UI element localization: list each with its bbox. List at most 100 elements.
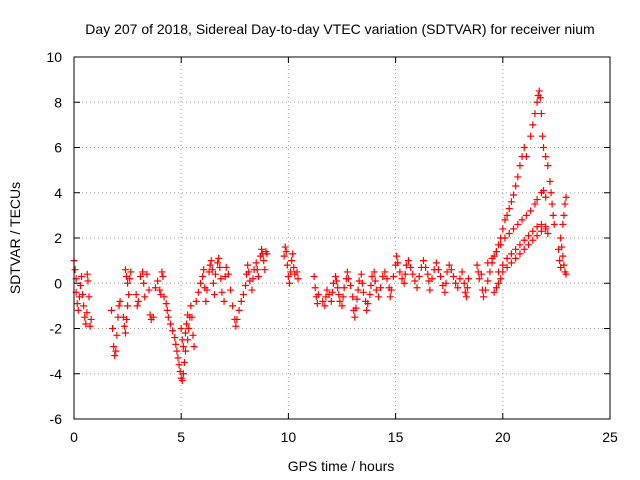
data-point-marker <box>280 252 288 260</box>
data-point-marker <box>175 361 183 369</box>
data-point-marker <box>203 286 211 294</box>
data-point-marker <box>473 261 481 269</box>
data-point-marker <box>81 313 89 321</box>
data-point-marker <box>321 302 329 310</box>
data-point-marker <box>557 263 565 271</box>
data-point-marker <box>533 223 541 231</box>
data-point-marker <box>285 279 293 287</box>
data-point-marker <box>529 121 537 129</box>
data-point-marker <box>445 261 453 269</box>
data-point-marker <box>492 284 500 292</box>
data-point-marker <box>482 286 490 294</box>
data-point-marker <box>202 297 210 305</box>
data-point-marker <box>335 291 343 299</box>
data-point-marker <box>366 291 374 299</box>
data-point-marker <box>252 259 260 267</box>
data-point-marker <box>313 300 321 308</box>
data-point-marker <box>527 132 535 140</box>
data-point-marker <box>123 315 131 323</box>
data-point-marker <box>177 325 185 332</box>
data-point-marker <box>347 282 355 290</box>
data-point-marker <box>327 297 335 305</box>
data-point-marker <box>449 272 457 280</box>
data-point-marker <box>394 259 402 267</box>
data-point-marker <box>73 300 81 308</box>
data-point-marker <box>126 275 134 283</box>
data-point-marker <box>86 322 94 330</box>
data-point-marker <box>207 257 215 265</box>
data-point-marker <box>290 263 298 271</box>
data-point-marker <box>559 220 567 228</box>
data-point-marker <box>484 277 492 285</box>
data-point-marker <box>393 252 401 260</box>
data-point-marker <box>218 288 226 296</box>
data-point-marker <box>507 259 515 267</box>
data-point-marker <box>557 234 565 242</box>
data-point-marker <box>332 272 340 280</box>
data-point-marker <box>224 270 232 278</box>
data-point-marker <box>340 284 348 292</box>
data-point-marker <box>503 211 511 219</box>
data-point-marker <box>124 279 132 287</box>
data-point-marker <box>400 279 408 287</box>
data-point-marker <box>215 254 223 262</box>
data-point-marker <box>283 261 291 269</box>
data-point-marker <box>120 322 128 330</box>
data-point-marker <box>383 275 391 283</box>
data-point-marker <box>212 270 220 278</box>
data-point-marker <box>503 254 511 262</box>
data-point-marker <box>542 193 550 201</box>
data-point-marker <box>486 268 494 276</box>
data-point-marker <box>442 279 450 287</box>
data-point-marker <box>133 302 141 310</box>
data-point-marker <box>398 275 406 283</box>
data-point-marker <box>178 336 186 344</box>
data-point-marker <box>527 207 535 215</box>
data-point-marker <box>222 263 230 271</box>
x-tick-label: 15 <box>388 429 404 445</box>
data-point-marker <box>516 241 524 249</box>
data-point-marker <box>480 293 488 301</box>
data-point-marker <box>492 248 500 256</box>
data-point-marker <box>542 153 550 161</box>
data-point-marker <box>514 220 522 228</box>
data-point-marker <box>140 279 148 287</box>
data-point-marker <box>454 284 462 292</box>
data-point-marker <box>127 268 135 276</box>
data-point-marker <box>115 302 123 310</box>
y-tick-label: 4 <box>54 185 62 201</box>
data-point-marker <box>244 261 252 269</box>
data-point-marker <box>514 173 522 181</box>
data-point-marker <box>194 288 202 296</box>
data-point-marker <box>78 272 86 280</box>
data-point-marker <box>162 300 170 308</box>
data-point-marker <box>80 302 88 310</box>
data-point-marker <box>254 272 262 280</box>
data-point-marker <box>171 334 179 342</box>
y-tick-label: -2 <box>50 321 63 337</box>
data-point-marker <box>136 272 144 280</box>
data-point-marker <box>537 227 545 235</box>
data-point-marker <box>199 272 207 280</box>
data-point-marker <box>323 286 331 294</box>
data-point-marker <box>352 304 360 312</box>
data-point-marker <box>386 293 394 301</box>
chart-title: Day 207 of 2018, Sidereal Day-to-day VTE… <box>85 21 594 37</box>
data-point-marker <box>490 288 498 296</box>
data-point-marker <box>422 263 430 271</box>
data-point-marker <box>233 315 241 323</box>
y-tick-label: 8 <box>54 94 62 110</box>
data-point-marker <box>353 295 361 303</box>
data-point-marker <box>235 306 243 314</box>
data-point-marker <box>407 263 415 271</box>
data-point-marker <box>441 288 449 296</box>
data-point-marker <box>151 284 159 292</box>
data-point-marker <box>110 343 118 351</box>
data-point-marker <box>464 275 472 283</box>
data-point-marker <box>516 162 524 170</box>
data-point-marker <box>548 200 556 208</box>
data-point-marker <box>263 250 271 258</box>
data-point-marker <box>336 297 344 305</box>
